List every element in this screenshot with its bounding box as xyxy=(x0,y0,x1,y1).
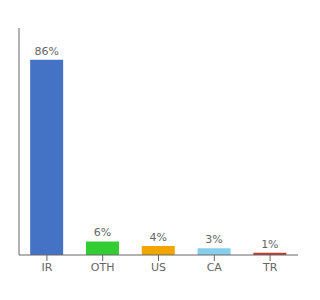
svg-text:TR: TR xyxy=(262,261,278,274)
svg-text:US: US xyxy=(151,261,166,274)
svg-text:4%: 4% xyxy=(150,231,167,244)
svg-text:6%: 6% xyxy=(94,226,111,239)
svg-text:CA: CA xyxy=(207,261,223,274)
svg-text:OTH: OTH xyxy=(91,261,115,274)
svg-text:86%: 86% xyxy=(34,45,58,58)
svg-text:3%: 3% xyxy=(205,233,222,246)
svg-text:IR: IR xyxy=(41,261,52,274)
svg-text:1%: 1% xyxy=(261,238,278,251)
